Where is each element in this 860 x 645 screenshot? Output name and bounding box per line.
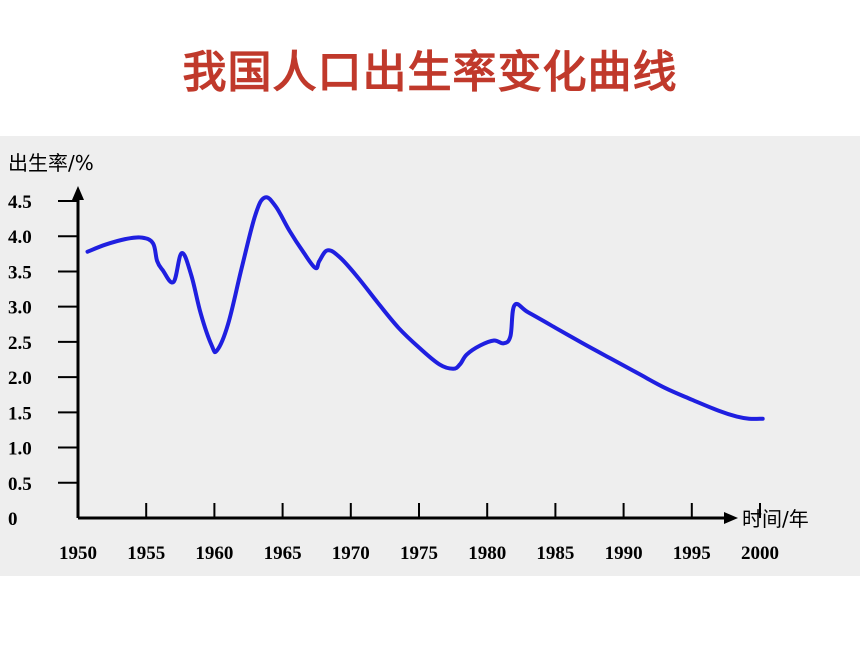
x-tick-label: 1980 [468, 543, 506, 564]
y-tick-label: 4.0 [8, 227, 32, 248]
birth-rate-chart: 0 0.5 1.0 1.5 2.0 2.5 3.0 3.5 4.0 4.5 1950 1955 1960… [8, 151, 809, 564]
y-axis-label: 出生率/% [8, 151, 94, 175]
y-tick-label: 2.0 [8, 368, 32, 389]
y-tick-label: 1.5 [8, 403, 32, 424]
x-tick-label: 2000 [741, 543, 779, 564]
x-tick-label: 1955 [127, 543, 165, 564]
y-tick-label: 1.0 [8, 439, 32, 460]
x-axis-arrow [724, 512, 738, 524]
y-tick-label: 4.5 [8, 192, 32, 213]
y-tick-label: 0 [8, 509, 18, 530]
x-tick-label: 1965 [264, 543, 302, 564]
y-tick-label: 3.0 [8, 298, 32, 319]
y-tick-label: 2.5 [8, 333, 32, 354]
y-tick-label: 0.5 [8, 474, 32, 495]
x-axis-label: 时间/年 [742, 507, 809, 531]
y-axis-arrow [72, 186, 84, 200]
birth-rate-line [85, 195, 765, 421]
x-tick-label: 1960 [195, 543, 233, 564]
y-tick-label: 3.5 [8, 262, 32, 283]
chart-panel: 0 0.5 1.0 1.5 2.0 2.5 3.0 3.5 4.0 4.5 1950 1955 1960… [0, 136, 860, 576]
page-title: 我国人口出生率变化曲线 [182, 47, 678, 98]
x-tick-label: 1970 [332, 543, 370, 564]
x-tick-label: 1990 [605, 543, 643, 564]
x-tick-label: 1995 [673, 543, 711, 564]
x-tick-label: 1975 [400, 543, 438, 564]
x-tick-label: 1985 [536, 543, 574, 564]
x-tick-label: 1950 [59, 543, 97, 564]
